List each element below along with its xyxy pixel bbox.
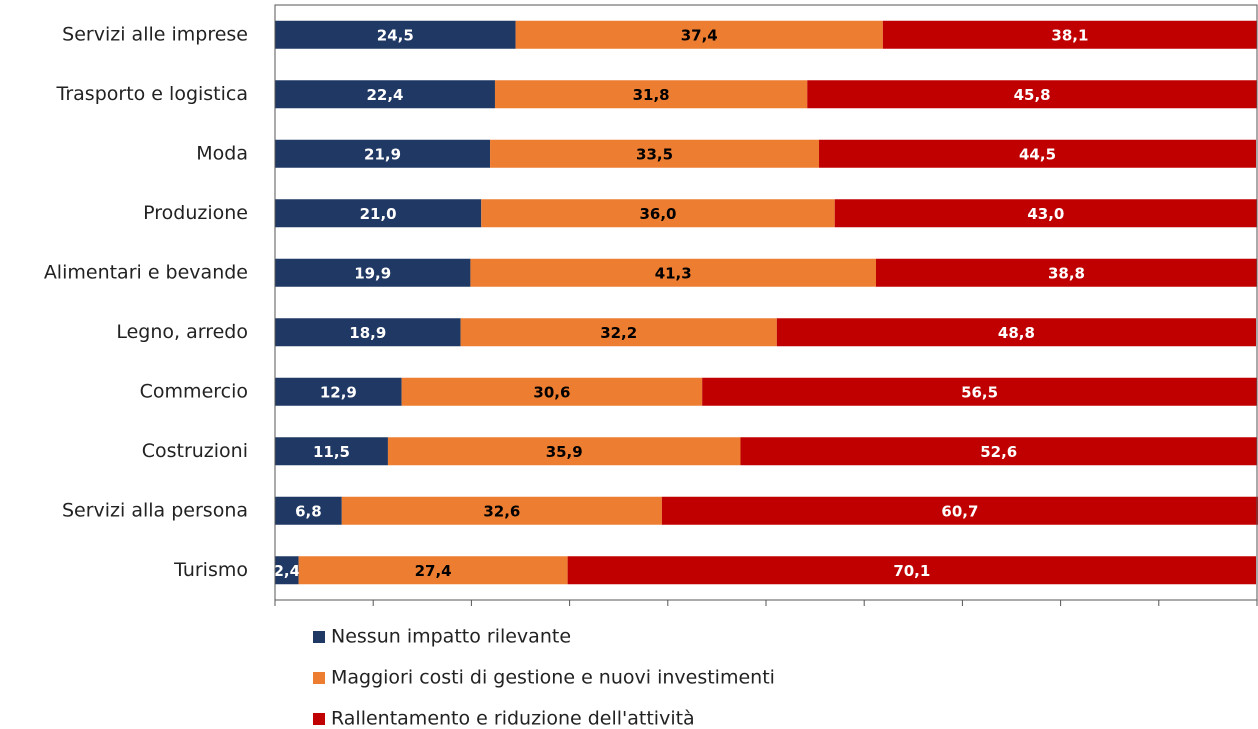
bar-segment [275,556,299,585]
category-label: Servizi alla persona [62,499,248,521]
value-label: 21,9 [364,145,401,163]
value-label: 12,9 [320,383,357,401]
category-label: Costruzioni [142,440,248,462]
value-label: 32,2 [600,324,637,342]
legend-swatch [313,672,325,684]
value-label: 18,9 [349,324,386,342]
bar-segment [460,318,777,347]
value-label: 27,4 [415,562,452,580]
legend-label: Maggiori costi di gestione e nuovi inves… [331,667,775,689]
bar-segment [275,437,388,466]
value-label: 36,0 [639,205,676,223]
bar-segment [275,258,471,287]
bar-segment [275,139,491,168]
value-label: 48,8 [998,324,1035,342]
value-label: 6,8 [295,502,322,520]
value-label: 31,8 [633,86,670,104]
category-label: Legno, arredo [116,321,248,343]
bar-segment [470,258,876,287]
bar-segment [494,80,808,109]
bar-segment [275,20,516,49]
category-label: Servizi alle imprese [62,23,248,45]
value-label: 11,5 [313,443,350,461]
bar-segment [401,377,703,406]
legend-label: Rallentamento e riduzione dell'attività [331,708,695,729]
bar-segment [776,318,1257,347]
bar-segment [661,496,1258,525]
bar-segment [807,80,1257,109]
value-label: 43,0 [1027,205,1064,223]
value-label: 52,6 [980,443,1017,461]
bar-segment [275,199,482,228]
value-label: 44,5 [1019,145,1056,163]
bar-segment [882,20,1257,49]
category-label: Trasporto e logistica [56,83,248,105]
category-label: Alimentari e bevande [44,261,248,283]
category-label: Produzione [143,202,248,224]
value-label: 70,1 [893,562,930,580]
legend-swatch [313,631,325,643]
bar-segment [834,199,1257,228]
value-label: 37,4 [681,26,718,44]
value-label: 41,3 [655,264,692,282]
legend-swatch [313,713,325,725]
value-label: 19,9 [354,264,391,282]
value-label: 60,7 [941,502,978,520]
bar-segment [875,258,1257,287]
bar-segment [567,556,1257,585]
bar-segment [740,437,1257,466]
value-label: 45,8 [1014,86,1051,104]
value-label: 35,9 [546,443,583,461]
value-label: 21,0 [360,205,397,223]
category-label: Turismo [173,559,248,581]
bar-segment [490,139,820,168]
value-label: 30,6 [533,383,570,401]
value-label: 22,4 [366,86,403,104]
value-label: 32,6 [483,502,520,520]
value-label: 56,5 [961,383,998,401]
bar-segment [819,139,1257,168]
bar-segment [702,377,1257,406]
bar-segment [515,20,883,49]
bar-segment [341,496,662,525]
bar-segment [481,199,835,228]
bar-segment [275,318,461,347]
bar-segment [298,556,568,585]
bar-segment [275,496,342,525]
bar-segment [387,437,741,466]
value-label: 24,5 [377,26,414,44]
category-label: Commercio [140,380,248,402]
value-label: 33,5 [636,145,673,163]
bar-segment [275,377,402,406]
value-label: 2,4 [273,562,300,580]
category-label: Moda [196,142,248,164]
legend-label: Nessun impatto rilevante [331,626,571,648]
value-label: 38,8 [1048,264,1085,282]
value-label: 38,1 [1051,26,1088,44]
bar-segment [275,80,495,109]
